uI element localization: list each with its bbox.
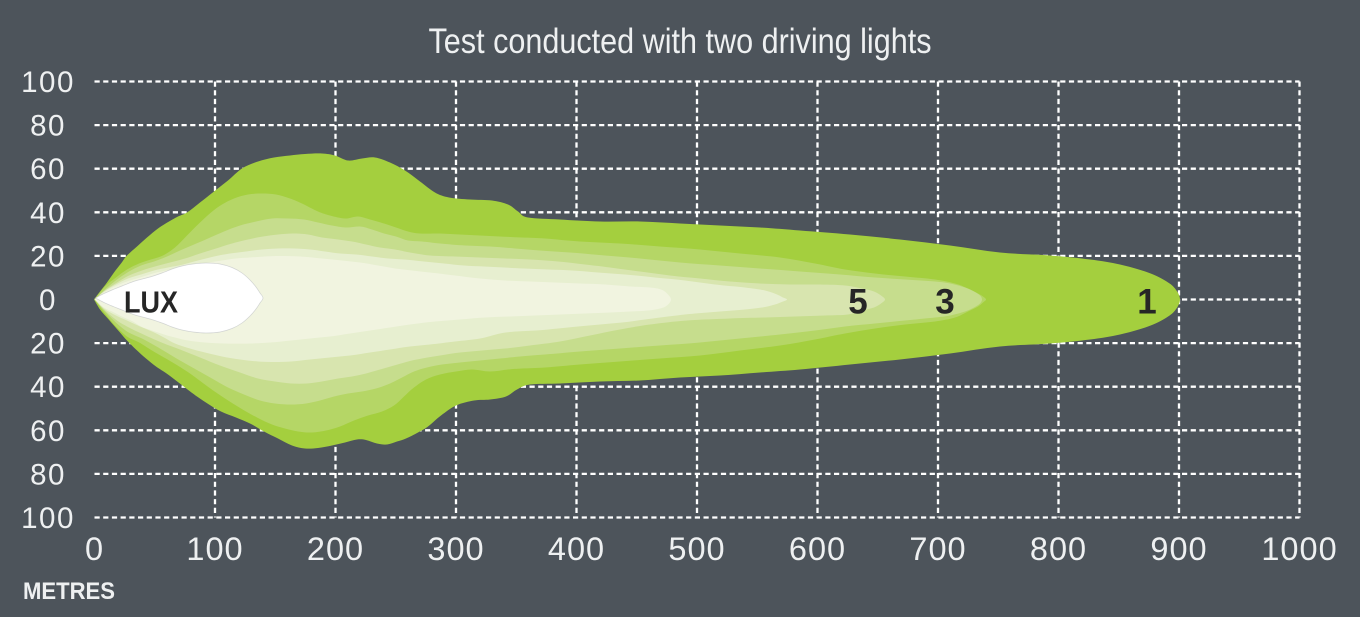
- svg-text:20: 20: [30, 328, 66, 361]
- svg-text:500: 500: [668, 531, 725, 567]
- svg-text:80: 80: [30, 458, 66, 491]
- svg-text:900: 900: [1150, 531, 1207, 567]
- svg-text:200: 200: [307, 531, 364, 567]
- svg-text:300: 300: [427, 531, 484, 567]
- svg-text:100: 100: [186, 531, 243, 567]
- svg-text:100: 100: [21, 66, 75, 99]
- svg-text:1000: 1000: [1261, 531, 1337, 567]
- svg-text:800: 800: [1030, 531, 1087, 567]
- svg-text:LUX: LUX: [124, 286, 179, 320]
- svg-text:400: 400: [548, 531, 605, 567]
- svg-text:5: 5: [848, 283, 867, 322]
- svg-text:40: 40: [30, 371, 66, 404]
- svg-text:40: 40: [30, 197, 66, 230]
- svg-text:600: 600: [789, 531, 846, 567]
- svg-text:60: 60: [30, 153, 66, 186]
- svg-text:0: 0: [85, 531, 104, 567]
- svg-text:60: 60: [30, 415, 66, 448]
- svg-text:0: 0: [39, 284, 57, 317]
- svg-text:METRES: METRES: [23, 578, 115, 605]
- svg-text:20: 20: [30, 240, 66, 273]
- svg-text:700: 700: [909, 531, 966, 567]
- svg-text:1: 1: [1137, 283, 1156, 322]
- svg-text:Test conducted with two drivin: Test conducted with two driving lights: [429, 22, 932, 61]
- svg-text:100: 100: [21, 502, 75, 535]
- svg-text:3: 3: [935, 283, 954, 322]
- svg-text:80: 80: [30, 110, 66, 143]
